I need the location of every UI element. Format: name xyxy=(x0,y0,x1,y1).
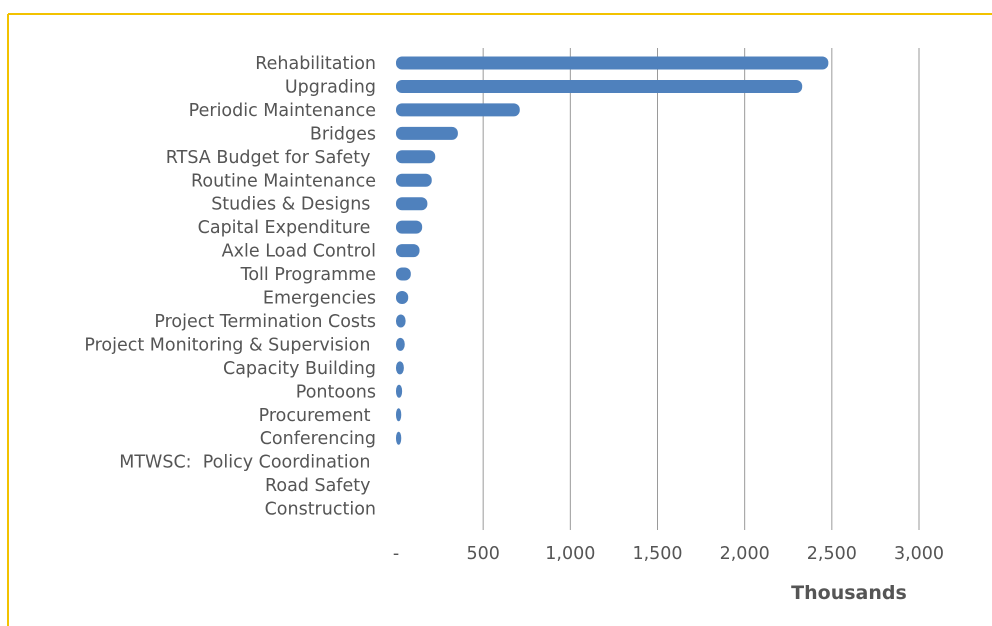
bar xyxy=(396,56,829,70)
x-tick-label: 1,500 xyxy=(632,544,682,564)
category-label: Emergencies xyxy=(263,289,376,309)
category-label: Road Safety xyxy=(265,476,376,496)
category-label: MTWSC: Policy Coordination xyxy=(119,453,376,473)
gridlines xyxy=(482,48,920,530)
category-label: Axle Load Control xyxy=(222,242,376,262)
category-label: Capital Expenditure xyxy=(198,218,376,238)
x-tick-label: 2,000 xyxy=(720,544,770,564)
bar xyxy=(396,361,404,375)
bar xyxy=(396,314,406,328)
x-tick-label: 2,500 xyxy=(807,544,857,564)
category-labels: Rehabilitation Upgrading Periodic Maintena… xyxy=(84,54,376,520)
bar xyxy=(396,197,428,211)
bar xyxy=(396,431,402,445)
category-label: Bridges xyxy=(310,124,376,144)
category-label: Toll Programme xyxy=(240,265,376,285)
category-label: Project Termination Costs xyxy=(154,312,376,332)
category-label: Construction xyxy=(265,500,376,520)
bar xyxy=(396,103,520,117)
bar xyxy=(396,267,411,281)
bar xyxy=(396,384,403,398)
x-tick-label: - xyxy=(393,544,399,564)
x-tick-label: 1,000 xyxy=(545,544,595,564)
category-label: Studies & Designs xyxy=(211,195,376,215)
category-label: Project Monitoring & Supervision xyxy=(84,335,376,355)
bar xyxy=(396,150,436,164)
category-label: Rehabilitation xyxy=(255,54,376,74)
category-label: Upgrading xyxy=(285,77,376,97)
bar xyxy=(396,408,402,422)
x-axis-tick-labels: - 500 1,000 1,500 2,000 2,500 3,000 xyxy=(393,544,944,564)
bar-chart: Rehabilitation Upgrading Periodic Maintena… xyxy=(84,48,944,604)
category-label: Procurement xyxy=(259,406,376,426)
bars xyxy=(396,56,829,445)
bar xyxy=(396,291,409,304)
bar xyxy=(396,220,423,234)
category-label: Periodic Maintenance xyxy=(189,101,376,121)
bar xyxy=(396,79,803,93)
category-label: Conferencing xyxy=(260,429,376,449)
category-label: Pontoons xyxy=(296,382,376,402)
bar xyxy=(396,337,405,351)
category-label: Routine Maintenance xyxy=(191,171,376,191)
category-label: RTSA Budget for Safety xyxy=(166,148,376,168)
x-axis-label: Thousands xyxy=(791,582,907,604)
x-tick-label: 3,000 xyxy=(894,544,944,564)
bar xyxy=(396,126,458,140)
x-tick-label: 500 xyxy=(466,544,499,564)
bar xyxy=(396,173,432,187)
category-label: Capacity Building xyxy=(223,359,376,379)
bar xyxy=(396,244,420,258)
